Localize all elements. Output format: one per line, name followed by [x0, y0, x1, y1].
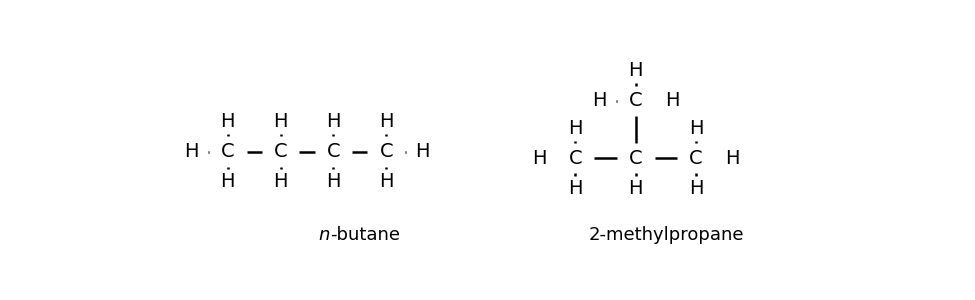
- Text: C: C: [221, 142, 234, 161]
- Text: H: H: [725, 149, 740, 168]
- Text: n: n: [318, 226, 330, 244]
- Text: H: H: [689, 179, 703, 198]
- Text: H: H: [273, 112, 288, 131]
- Text: C: C: [379, 142, 393, 161]
- Text: H: H: [220, 172, 235, 191]
- Text: H: H: [184, 142, 199, 161]
- Text: H: H: [592, 91, 606, 110]
- Text: H: H: [379, 112, 394, 131]
- Text: H: H: [568, 179, 582, 198]
- Text: H: H: [379, 172, 394, 191]
- Text: H: H: [220, 112, 235, 131]
- Text: H: H: [327, 112, 340, 131]
- Text: H: H: [665, 91, 680, 110]
- Text: H: H: [415, 142, 430, 161]
- Text: H: H: [629, 179, 643, 198]
- Text: H: H: [629, 61, 643, 80]
- Text: H: H: [568, 119, 582, 138]
- Text: -butane: -butane: [330, 226, 400, 244]
- Text: C: C: [327, 142, 340, 161]
- Text: C: C: [689, 149, 703, 168]
- Text: H: H: [327, 172, 340, 191]
- Text: C: C: [629, 91, 643, 110]
- Text: C: C: [629, 149, 643, 168]
- Text: H: H: [531, 149, 546, 168]
- Text: C: C: [274, 142, 288, 161]
- Text: H: H: [689, 119, 703, 138]
- Text: C: C: [568, 149, 582, 168]
- Text: 2-methylpropane: 2-methylpropane: [588, 226, 744, 244]
- Text: H: H: [273, 172, 288, 191]
